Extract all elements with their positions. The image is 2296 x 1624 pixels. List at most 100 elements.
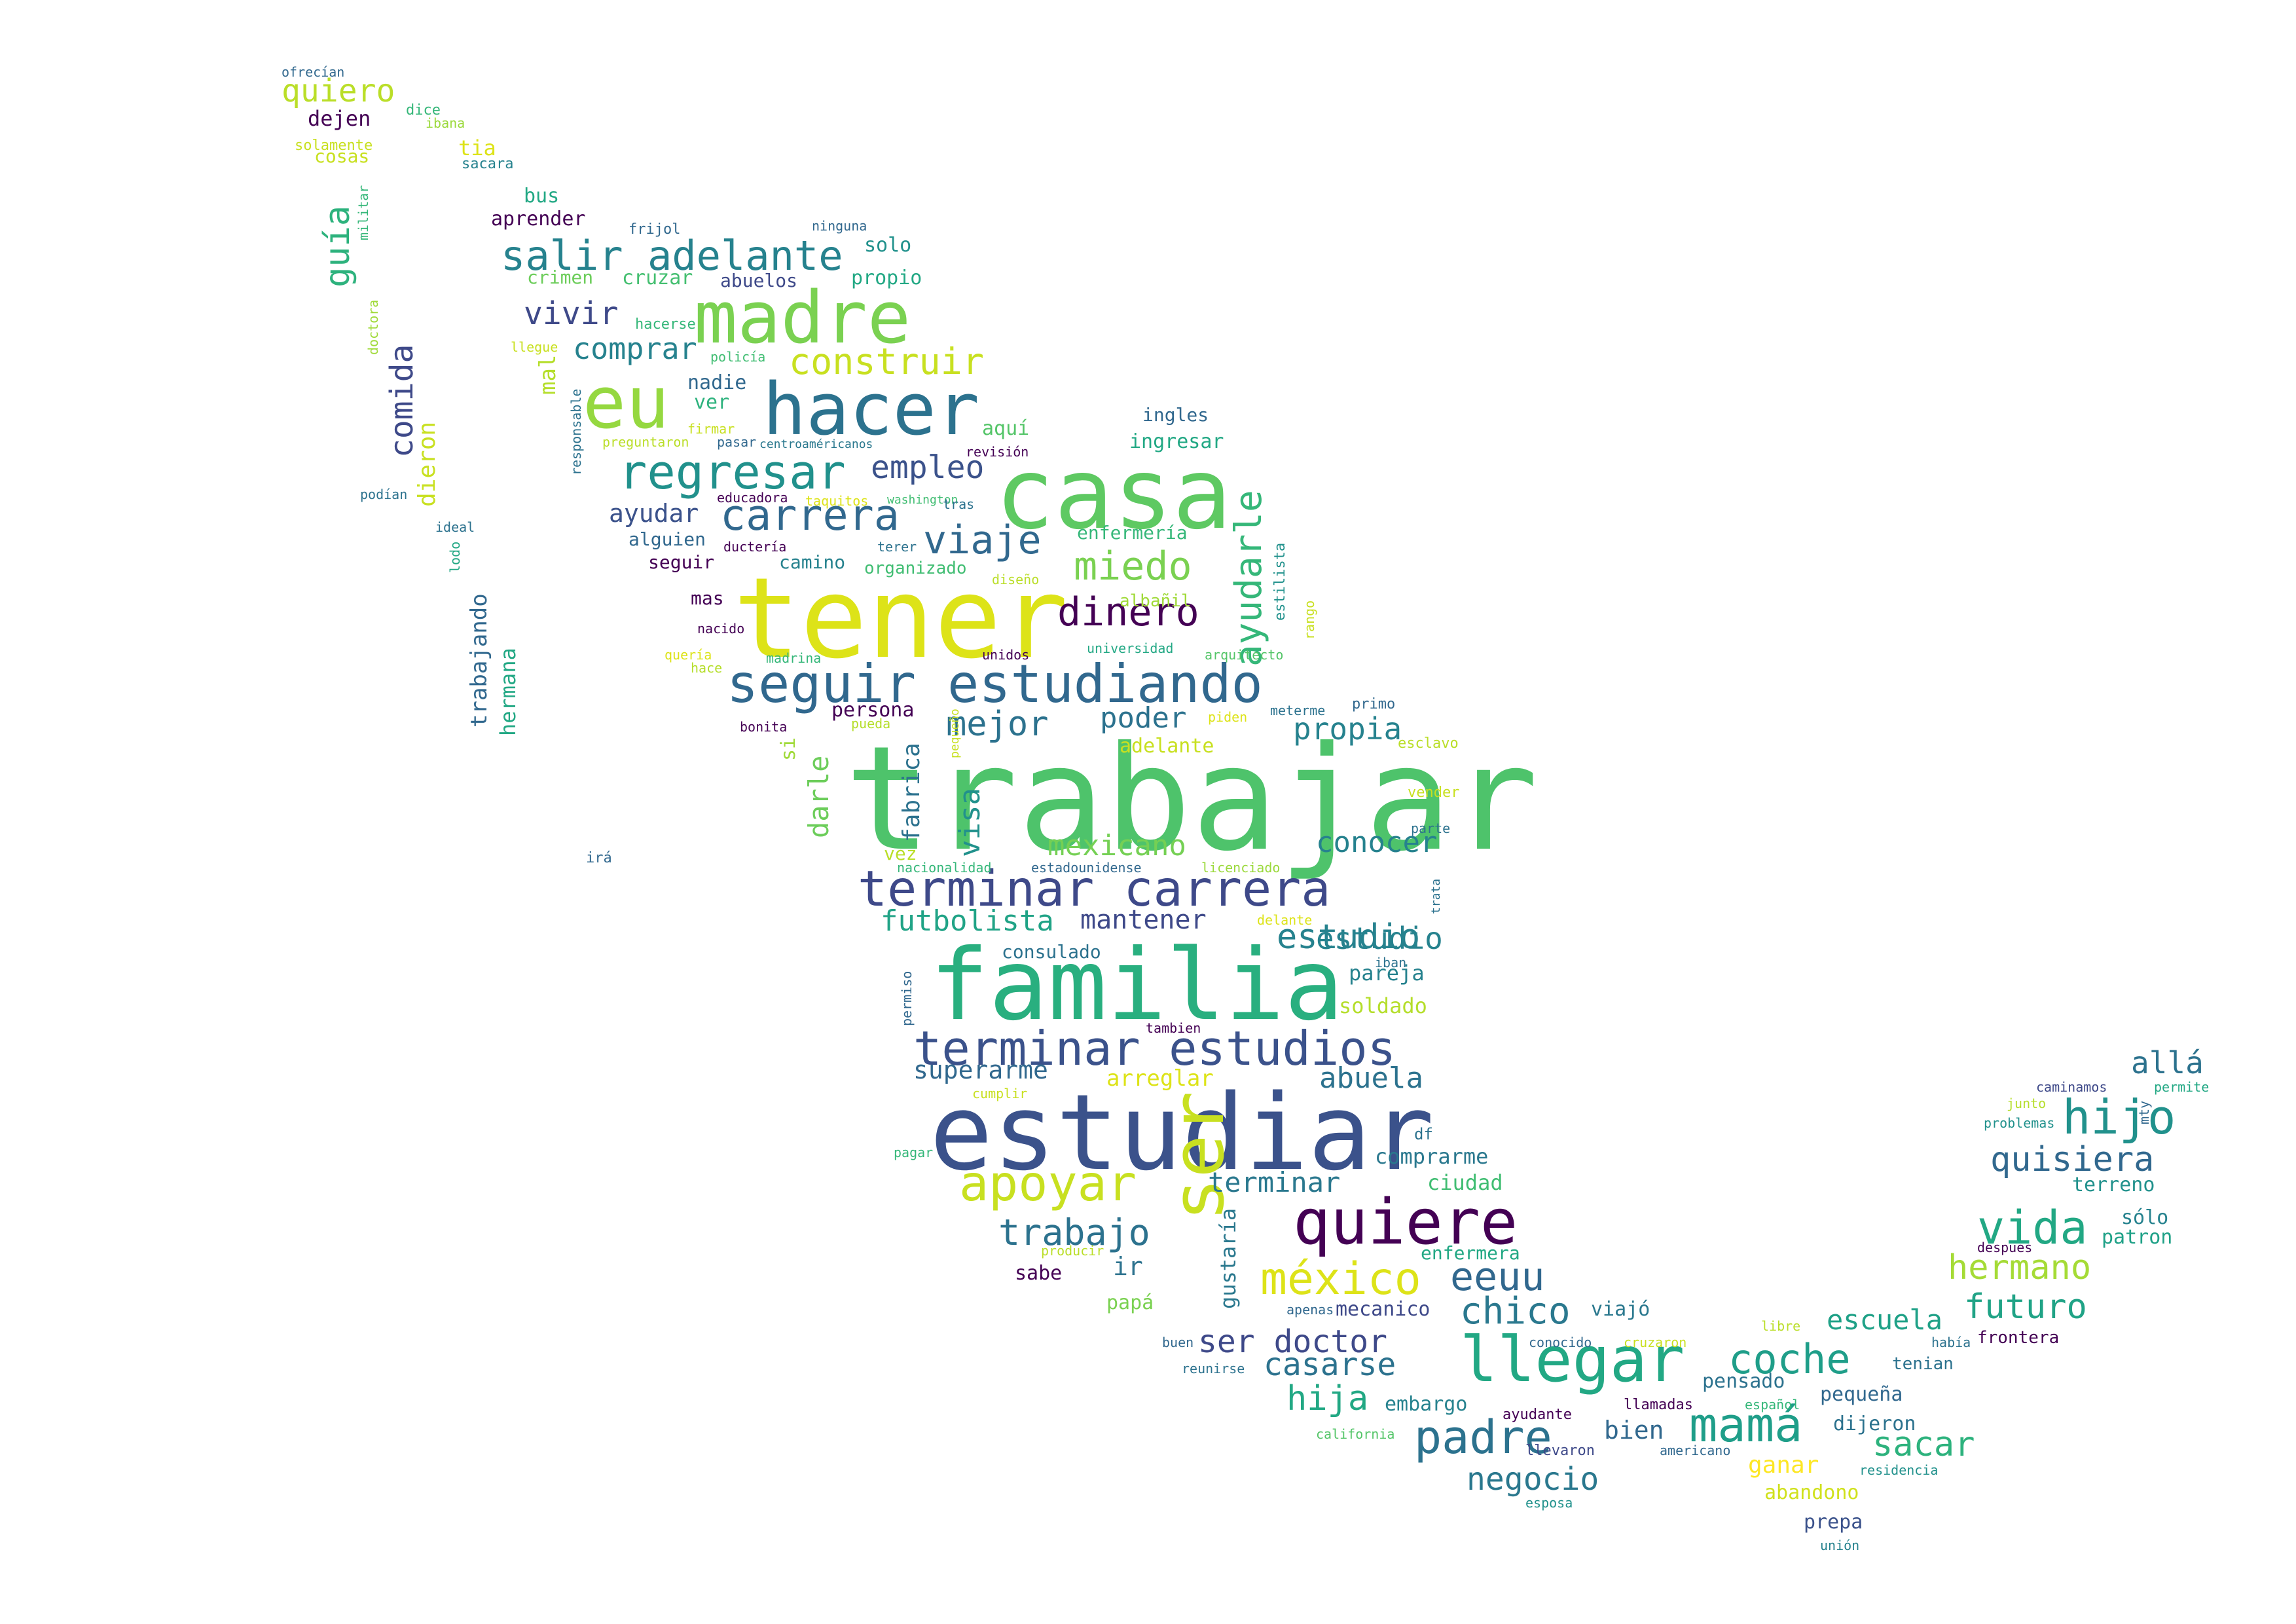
word-cloud-word: terer [877,539,917,555]
word-cloud-word: quiero [282,73,395,109]
word-cloud-word: terminar estudios [913,1021,1396,1076]
word-cloud-word: sacara [462,156,514,172]
word-cloud-word: preguntaron [602,434,689,450]
word-cloud-word: mantener [1080,905,1207,935]
word-cloud-word: llegue [511,339,558,355]
word-cloud-word: patron [2102,1226,2173,1249]
word-cloud-word: vender [1408,784,1460,801]
word-cloud-word: firmar [687,421,735,437]
word-cloud-word: embargo [1385,1393,1468,1416]
word-cloud-word: diseño [992,572,1040,587]
word-cloud-word: cumplir [972,1086,1028,1101]
word-cloud-word: llevaron [1525,1443,1595,1459]
word-cloud-word: unidos [982,647,1030,663]
word-cloud-word: regresar [619,445,846,500]
word-cloud-word: crimen [527,267,594,288]
word-cloud-word: trabajar [845,715,1539,883]
word-cloud-word: trabajando [466,593,492,728]
word-cloud-word: caminamos [2036,1079,2107,1095]
word-cloud-word: llegar [1460,1324,1685,1396]
word-cloud-word: ingles [1142,404,1209,426]
word-cloud-word: español [1745,1397,1800,1412]
word-cloud-word: primo [1352,696,1396,712]
word-cloud-word: seguir estudiando [727,654,1263,714]
word-cloud-word: hacerse [635,316,696,333]
word-cloud-word: ingresar [1129,430,1224,453]
word-cloud-word: gustaría [1216,1208,1241,1309]
word-cloud-word: vez [884,843,917,864]
word-cloud-word: problemas [1984,1115,2055,1131]
word-cloud-word: vivir [524,295,619,332]
word-cloud-word: quisiera [1990,1140,2155,1179]
word-cloud-word: california [1316,1426,1395,1442]
word-cloud-word: tambien [1146,1020,1201,1036]
word-cloud-word: trabajo [998,1211,1150,1253]
word-cloud-word: arreglar [1106,1065,1214,1092]
word-cloud-word: universidad [1087,640,1174,656]
word-cloud-word: salir adelante [501,232,843,280]
word-cloud-word: tenian [1892,1354,1954,1374]
word-cloud-word: tia [458,136,496,160]
word-cloud-word: irá [586,850,612,866]
word-cloud-word: sólo [2121,1206,2169,1229]
word-cloud-word: militar [355,185,371,240]
word-cloud-word: había [1931,1335,1971,1350]
word-cloud-word: parte [1411,821,1451,836]
word-cloud-word: nacido [697,621,745,637]
word-cloud-word: albañil [1120,591,1192,611]
word-cloud-word: méxico [1260,1253,1421,1305]
word-cloud-word: producir [1041,1243,1104,1259]
word-cloud-word: solamente [295,138,373,154]
word-cloud-word: futuro [1964,1287,2087,1327]
word-cloud-word: mecanico [1336,1298,1430,1321]
word-cloud-word: cosas [314,145,370,167]
word-cloud-word: mas [691,587,724,609]
word-cloud-word: ir [1113,1252,1143,1281]
word-cloud-word: seguir [648,551,715,573]
word-cloud-word: licenciado [1201,860,1281,876]
word-cloud-word: pequeño [948,709,962,759]
word-cloud-word: tener [733,554,1068,684]
word-cloud-word: pagar [894,1145,934,1160]
word-cloud-word: enfermería [1077,522,1188,544]
word-cloud-word: estudiar [930,1071,1434,1194]
word-cloud-word: papá [1106,1291,1154,1314]
word-cloud-word: pequeña [1820,1383,1903,1406]
word-cloud-word: permite [2154,1079,2210,1095]
word-cloud-word: persona [831,699,915,722]
word-cloud-word: esclavo [1398,735,1459,752]
word-cloud-word: bien [1604,1416,1664,1445]
word-cloud-word: pueda [851,716,891,731]
word-cloud-word: ayudante [1503,1407,1572,1423]
word-cloud-word: propio [851,267,922,289]
word-cloud-word: cruzar [622,267,693,289]
word-cloud-word: washington [887,493,958,507]
word-cloud-word: centroaméricanos [759,437,873,451]
word-cloud-word: ninguna [812,218,867,234]
word-cloud-word: terreno [2072,1173,2155,1196]
word-cloud-word: pasar [717,434,757,450]
word-cloud-word: ganar [1748,1452,1819,1479]
word-cloud-word: alguien [629,528,706,550]
word-cloud-word: eeuu [1450,1254,1545,1300]
word-cloud-word: taquitos [805,493,869,509]
word-cloud-word: pareja [1349,961,1425,986]
word-cloud-word: frijol [629,221,681,238]
word-cloud-word: buen [1162,1335,1194,1350]
word-cloud-word: hija [1286,1379,1369,1418]
word-cloud-word: nacionalidad [897,860,992,876]
word-cloud-word: hacer [763,367,980,451]
word-cloud-word: fabrica [898,743,925,843]
word-cloud-word: familia [930,929,1344,1043]
word-cloud-word: estilista [1272,542,1288,621]
word-cloud-word: pensado [1702,1370,1785,1393]
word-cloud-word: allá [2131,1045,2204,1080]
word-cloud-word: empleo [871,449,985,486]
word-cloud-word: junto [2007,1096,2047,1111]
word-cloud-word: bonita [740,719,788,735]
word-cloud-word: residencia [1859,1462,1939,1478]
word-cloud-word: nadie [687,371,747,394]
word-cloud-word: dinero [1057,589,1199,635]
word-cloud-word: df [1414,1125,1433,1143]
